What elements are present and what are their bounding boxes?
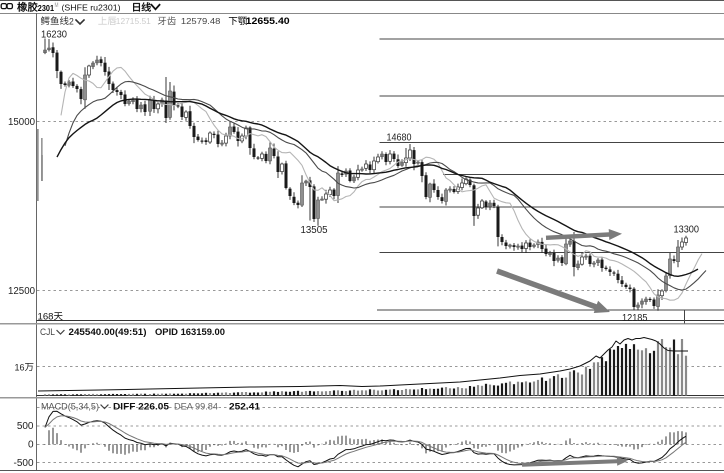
svg-text:2301: 2301 [38, 3, 54, 13]
svg-text:M: M [55, 3, 59, 9]
svg-text:16230: 16230 [41, 30, 67, 41]
svg-text:12500: 12500 [8, 286, 35, 297]
svg-text:12579.48: 12579.48 [181, 16, 221, 26]
svg-text:500: 500 [17, 421, 34, 432]
svg-text:DEA 99.84: DEA 99.84 [174, 401, 218, 411]
svg-text:245540.00(49:51): 245540.00(49:51) [69, 327, 147, 337]
svg-text:0: 0 [28, 440, 34, 451]
svg-text:DIFF 226.05: DIFF 226.05 [113, 401, 169, 411]
svg-text:252.41: 252.41 [229, 401, 260, 411]
svg-text:14680: 14680 [387, 132, 412, 143]
svg-text:MACD(5,34,5): MACD(5,34,5) [41, 401, 99, 411]
svg-text:-500: -500 [13, 458, 33, 469]
svg-text:OPID 163159.00: OPID 163159.00 [155, 327, 225, 337]
svg-text:12185: 12185 [622, 313, 648, 324]
svg-text:13300: 13300 [674, 225, 700, 236]
svg-text:168: 168 [38, 312, 54, 322]
svg-text:13505: 13505 [301, 225, 328, 236]
svg-text:16: 16 [15, 362, 25, 372]
svg-text:2: 2 [69, 16, 74, 26]
svg-text:15000: 15000 [8, 117, 35, 128]
svg-text:(SHFE ru2301): (SHFE ru2301) [62, 4, 121, 13]
svg-text:CJL: CJL [40, 327, 55, 337]
svg-text:12715.51: 12715.51 [116, 16, 151, 26]
svg-text:12655.40: 12655.40 [246, 16, 290, 26]
